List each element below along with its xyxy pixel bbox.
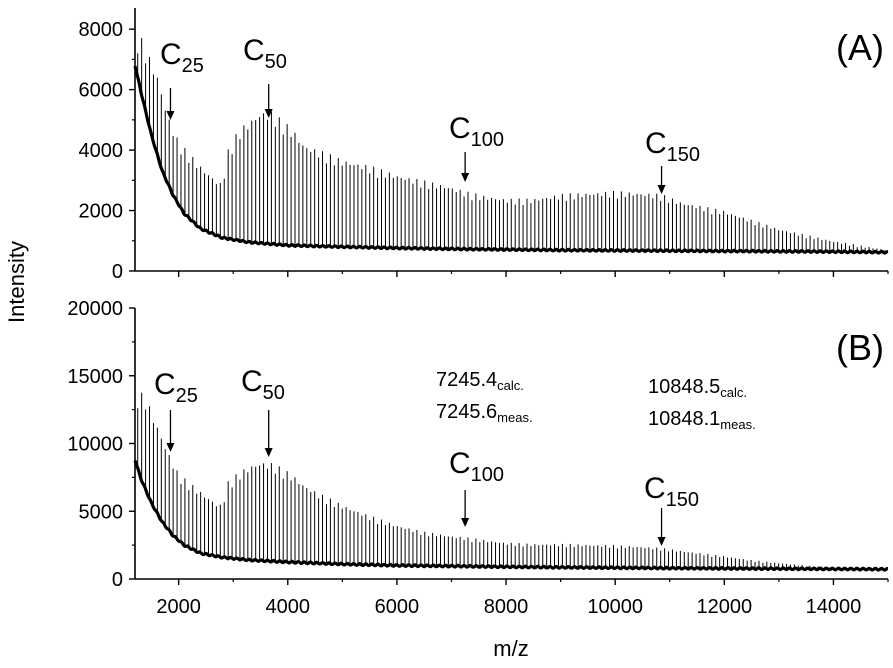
panel-b-annotation-c100-base: C: [449, 447, 471, 480]
panel-b-annotation-c150-base: C: [644, 472, 666, 505]
mass-label-1-meas-sub: meas.: [497, 410, 532, 425]
mass-label-1-calc-value: 7245.4: [436, 369, 497, 391]
panel-b-x-tick-label: 6000: [375, 596, 420, 618]
panel-b-tag: (B): [836, 327, 884, 368]
mass-label-2-calc-sub: calc.: [720, 385, 747, 400]
panel-b-annotation-arrow-head: [461, 518, 470, 527]
panel-a-annotation-c50: C50: [243, 34, 287, 73]
mass-label-1-meas-value: 7245.6: [436, 401, 497, 423]
panel-a-annotation-c150-sub: 150: [667, 144, 700, 166]
panel-a-y-tick-label: 6000: [79, 80, 124, 102]
panel-b-baseline-series: [133, 460, 889, 572]
panel-b-annotation-c25: C25: [154, 368, 198, 407]
panel-a-annotation-c150: C150: [645, 127, 700, 166]
panel-a-annotation-c100: C100: [449, 112, 504, 151]
panel-a-baseline-series: [133, 65, 889, 255]
panel-a-y-tick-label: 0: [112, 261, 123, 283]
panel-b-x-tick-label: 8000: [484, 596, 529, 618]
panel-a-annotation-c50-base: C: [243, 34, 265, 67]
panel-b-annotation-c100-sub: 100: [471, 464, 504, 486]
panel-a-annotation-c150-base: C: [645, 127, 667, 160]
panel-b-x-tick-label: 12000: [696, 596, 752, 618]
panel-a-tag: (A): [836, 27, 884, 68]
panel-b-annotation-c25-sub: 25: [176, 385, 198, 407]
panel-b-annotation-c100: C100: [449, 447, 504, 486]
panel-b-annotation-arrow-head: [264, 448, 273, 457]
panel-a-annotation-c100-sub: 100: [471, 129, 504, 151]
panel-a-annotation-c100-base: C: [449, 112, 471, 145]
mass-label-2-meas-sub: meas.: [720, 417, 755, 432]
panel-b-y-tick-label: 15000: [67, 366, 123, 388]
panel-b-x-tick-label: 10000: [587, 596, 643, 618]
mass-label-2-calc: 10848.5calc.: [648, 376, 747, 400]
panel-b-annotation-c50-sub: 50: [263, 382, 285, 404]
panel-b-annotation-c150: C150: [644, 472, 699, 511]
panel-b-y-tick-label: 10000: [67, 434, 123, 456]
panel-a-peak-series: [137, 38, 886, 253]
panel-b-x-tick-label: 4000: [266, 596, 311, 618]
mass-label-2-meas: 10848.1meas.: [648, 408, 756, 432]
mass-label-2-calc-value: 10848.5: [648, 376, 720, 398]
panel-a-y-tick-label: 8000: [79, 19, 124, 41]
panel-b-peak-series: [137, 392, 854, 570]
panel-a-annotation-arrow-head: [657, 185, 666, 194]
panel-a-annotation-arrow-head: [264, 109, 273, 118]
panel-b-x-tick-label: 2000: [156, 596, 201, 618]
panel-a-annotation-arrow-head: [461, 173, 470, 182]
panel-a-annotation-c25: C25: [160, 38, 204, 77]
panel-a-annotation-c25-base: C: [160, 38, 182, 71]
panel-b-y-tick-label: 0: [112, 569, 123, 591]
panel-b-annotation-c50-base: C: [241, 365, 263, 398]
panel-a-y-tick-label: 2000: [79, 201, 124, 223]
x-axis-title: m/z: [493, 636, 528, 661]
panel-b: 0 5000 10000 15000 20000 2000 4000 6000 8000 100…: [67, 298, 889, 618]
panel-a-y-tick-label: 4000: [79, 140, 124, 162]
panel-b-x-tick-label: 14000: [806, 596, 862, 618]
mass-label-1-meas: 7245.6meas.: [436, 401, 533, 425]
panel-b-annotation-c50: C50: [241, 365, 285, 404]
panel-b-annotation-c150-sub: 150: [666, 489, 699, 511]
panel-b-annotation-arrow-head: [166, 443, 175, 452]
panel-b-annotation-arrow-head: [657, 537, 666, 546]
mass-label-1-calc-sub: calc.: [497, 378, 524, 393]
panel-a-annotation-arrow-head: [166, 111, 175, 120]
panel-b-annotation-c25-base: C: [154, 368, 176, 401]
y-axis-title: Intensity: [4, 241, 29, 323]
panel-b-y-tick-label: 5000: [79, 501, 124, 523]
mass-label-1-calc: 7245.4calc.: [436, 369, 524, 393]
panel-b-y-tick-label: 20000: [67, 298, 123, 320]
mass-label-2-meas-value: 10848.1: [648, 408, 720, 430]
panel-a-annotation-c50-sub: 50: [265, 51, 287, 73]
panel-a-annotation-c25-sub: 25: [182, 55, 204, 77]
